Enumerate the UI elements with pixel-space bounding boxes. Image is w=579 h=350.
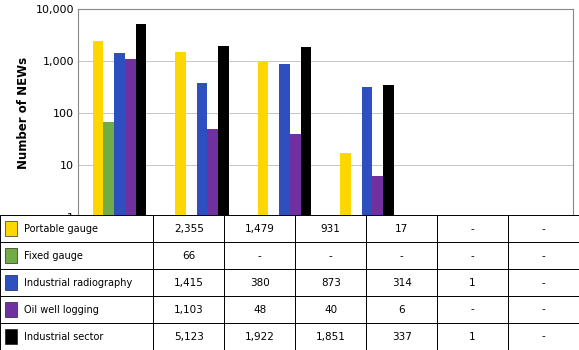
Bar — [367, 242, 437, 269]
Text: Fixed gauge: Fixed gauge — [24, 251, 83, 261]
Bar — [301, 47, 312, 350]
Text: -: - — [471, 224, 474, 234]
Text: 380: 380 — [250, 278, 270, 288]
Bar — [367, 296, 437, 323]
Bar — [175, 52, 186, 350]
Text: 1,415: 1,415 — [174, 278, 204, 288]
Text: 17: 17 — [395, 224, 408, 234]
Bar — [437, 269, 508, 296]
Bar — [225, 242, 295, 269]
Text: -: - — [542, 278, 545, 288]
Bar — [103, 122, 114, 350]
Text: Industrial sector: Industrial sector — [24, 331, 104, 342]
Bar — [93, 41, 103, 350]
Bar — [114, 53, 125, 350]
Bar — [295, 323, 367, 350]
Text: Industrial radiography: Industrial radiography — [24, 278, 133, 288]
Bar — [361, 87, 372, 350]
Text: 2,355: 2,355 — [174, 224, 204, 234]
Bar — [508, 269, 579, 296]
Text: 1,479: 1,479 — [245, 224, 275, 234]
Bar — [153, 215, 225, 242]
Bar — [0, 296, 153, 323]
Bar — [5, 275, 17, 290]
Bar — [225, 323, 295, 350]
Text: -: - — [329, 251, 332, 261]
Text: 40: 40 — [324, 304, 338, 315]
Bar — [0, 269, 153, 296]
Bar — [207, 130, 218, 350]
Text: 1: 1 — [470, 331, 476, 342]
Text: Portable gauge: Portable gauge — [24, 224, 98, 234]
Text: -: - — [471, 304, 474, 315]
Bar — [295, 242, 367, 269]
Text: Oil well logging: Oil well logging — [24, 304, 99, 315]
Text: 6: 6 — [398, 304, 405, 315]
Bar — [135, 24, 146, 350]
Bar — [466, 217, 477, 350]
Bar — [5, 329, 17, 344]
Y-axis label: Number of NEWs: Number of NEWs — [17, 57, 30, 169]
Bar — [196, 83, 207, 350]
Bar — [153, 269, 225, 296]
Text: 1,103: 1,103 — [174, 304, 204, 315]
Text: -: - — [542, 304, 545, 315]
Bar — [5, 221, 17, 236]
Text: 1,851: 1,851 — [316, 331, 346, 342]
Text: -: - — [542, 251, 545, 261]
Bar — [444, 217, 455, 350]
Bar — [508, 215, 579, 242]
Text: -: - — [471, 251, 474, 261]
Bar — [508, 242, 579, 269]
Text: 337: 337 — [392, 331, 412, 342]
Bar — [125, 58, 135, 350]
Bar — [437, 215, 508, 242]
Bar — [340, 153, 351, 350]
Bar — [295, 269, 367, 296]
Bar — [437, 323, 508, 350]
Bar — [153, 323, 225, 350]
Bar — [295, 215, 367, 242]
Bar — [279, 64, 290, 350]
Bar — [0, 242, 153, 269]
Text: 48: 48 — [253, 304, 266, 315]
Bar — [367, 323, 437, 350]
Text: -: - — [542, 331, 545, 342]
Bar — [437, 242, 508, 269]
Bar — [508, 323, 579, 350]
Text: 1: 1 — [470, 278, 476, 288]
Bar — [290, 134, 301, 350]
Bar — [372, 176, 383, 350]
Bar — [258, 62, 268, 350]
Bar — [218, 46, 229, 350]
Text: 873: 873 — [321, 278, 340, 288]
Text: -: - — [400, 251, 404, 261]
Text: 931: 931 — [321, 224, 340, 234]
Text: 314: 314 — [392, 278, 412, 288]
Bar — [295, 296, 367, 323]
Bar — [367, 215, 437, 242]
Bar — [225, 296, 295, 323]
Bar — [0, 323, 153, 350]
Bar — [0, 215, 153, 242]
Bar — [367, 269, 437, 296]
Bar — [225, 215, 295, 242]
Bar — [508, 296, 579, 323]
Bar — [153, 296, 225, 323]
Bar — [437, 296, 508, 323]
Bar — [5, 302, 17, 317]
Text: -: - — [258, 251, 262, 261]
Bar — [383, 85, 394, 350]
Text: -: - — [542, 224, 545, 234]
Text: 5,123: 5,123 — [174, 331, 204, 342]
Bar — [225, 269, 295, 296]
Bar — [153, 242, 225, 269]
Bar — [5, 248, 17, 263]
Text: 66: 66 — [182, 251, 196, 261]
Text: 1,922: 1,922 — [245, 331, 275, 342]
